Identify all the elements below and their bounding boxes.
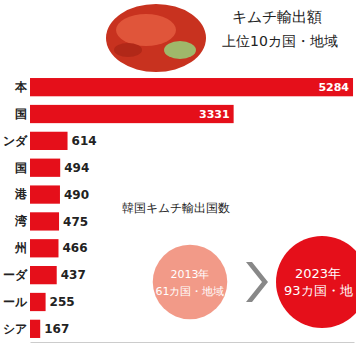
data-label: 167 [44,322,69,336]
data-label: 437 [61,268,86,282]
y-tick: 国 [15,161,30,175]
data-label: 3331 [199,108,230,121]
photo-shape [164,41,196,59]
y-tick: 港 [14,187,30,201]
bar [30,320,40,338]
y-tick-label: 国 [15,161,27,175]
bar [30,212,59,230]
y-tick-label: ンダ [3,134,28,148]
bubbles [153,236,356,328]
y-tick: シア [3,322,30,336]
bar [30,159,60,177]
bubble-category: 2013年 [171,268,210,281]
y-tick-label: 本 [14,80,28,94]
bubble [153,245,228,320]
photo-shape [114,43,142,57]
y-tick: 本 [14,80,30,94]
data-label: 5284 [318,81,349,94]
bar [30,266,57,284]
title: 韓国キムチ輸出国数 [122,201,230,215]
photo [106,4,206,72]
y-tick: 州 [14,241,30,255]
y-axis: 本国ンダ国港湾州ーダールシア [3,80,30,336]
bubble-labels: 2013年 61カ国・地域 2023年 93カ国・地 [156,266,353,298]
bar [30,239,58,257]
data-label: 490 [64,188,89,202]
y-tick-label: 湾 [14,214,27,228]
bubble-category: 2023年 [295,266,341,281]
data-label: 614 [72,134,97,148]
y-tick-label: ール [3,295,28,309]
data-label: 255 [50,295,75,309]
y-tick: ール [3,295,30,309]
y-tick: ンダ [3,134,30,148]
y-tick: 湾 [14,214,30,228]
chart: キムチ輸出額上位10カ国・地域本国ンダ国港湾州ーダールシア52843331614… [0,0,356,364]
bar [30,185,60,203]
arrow [246,262,268,302]
bar [30,293,46,311]
x-axis-line [31,342,355,343]
y-tick-label: 国 [15,107,27,121]
bar [30,105,234,123]
bubble-label: 93カ国・地 [284,283,353,298]
y-tick: 国 [15,107,30,121]
y-tick-label: 州 [14,241,27,255]
data-label: 494 [64,161,89,175]
bar [30,78,353,96]
x-axis [31,342,355,343]
y-tick: ーダ [3,268,30,282]
bar [30,132,68,150]
photo-shape [106,4,206,72]
data-label: 475 [63,215,88,229]
bubble [276,236,356,328]
y-tick-label: ーダ [3,268,28,282]
bubble-label: 61カ国・地域 [156,285,225,298]
y-tick-label: シア [3,322,27,336]
title: キムチ輸出額 [232,8,322,26]
data-label: 466 [62,241,87,255]
y-tick-label: 港 [14,187,28,201]
photo-shape [116,14,176,46]
subtitle: 上位10カ国・地域 [222,33,338,49]
